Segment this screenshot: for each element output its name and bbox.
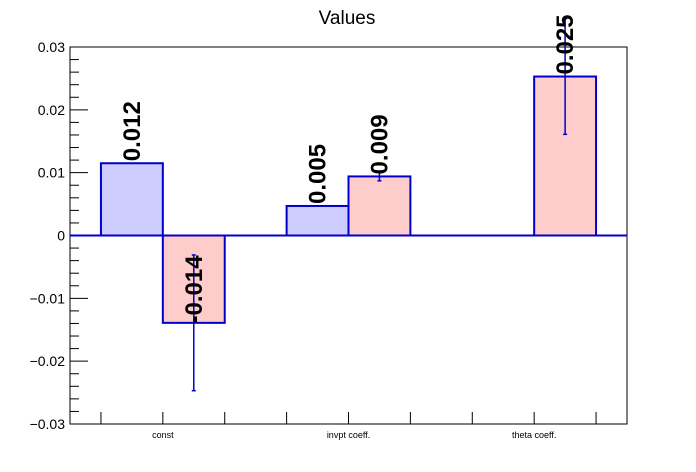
data-label: 0.012 — [119, 101, 146, 161]
y-tick-label: −0.03 — [30, 416, 66, 432]
data-label: -0.014 — [181, 255, 208, 324]
y-tick-label: −0.02 — [30, 353, 66, 369]
bar — [285, 204, 350, 237]
x-category-label: const — [152, 430, 174, 440]
data-label: 0.005 — [305, 144, 332, 204]
y-tick-label: 0 — [57, 228, 65, 244]
bar — [347, 175, 412, 237]
y-tick-label: −0.01 — [30, 290, 66, 306]
x-category-label: theta coeff. — [512, 430, 556, 440]
bars — [99, 75, 598, 324]
bar — [99, 162, 164, 237]
error-bars — [191, 17, 568, 392]
y-tick-label: 0.03 — [38, 39, 65, 55]
data-labels: 0.012 0.005 -0.014 0.009 0.025 — [119, 14, 579, 323]
y-axis-labels: 0.03 0.02 0.01 0 −0.01 −0.02 −0.03 — [30, 39, 66, 432]
axis-ticks — [70, 46, 597, 425]
y-tick-label: 0.02 — [38, 102, 65, 118]
x-category-label: invpt coeff. — [327, 430, 370, 440]
chart-title: Values — [319, 8, 376, 29]
data-label: 0.009 — [366, 114, 393, 174]
y-tick-label: 0.01 — [38, 165, 65, 181]
x-axis-labels: const invpt coeff. theta coeff. — [152, 430, 556, 440]
data-label: 0.025 — [552, 14, 579, 74]
